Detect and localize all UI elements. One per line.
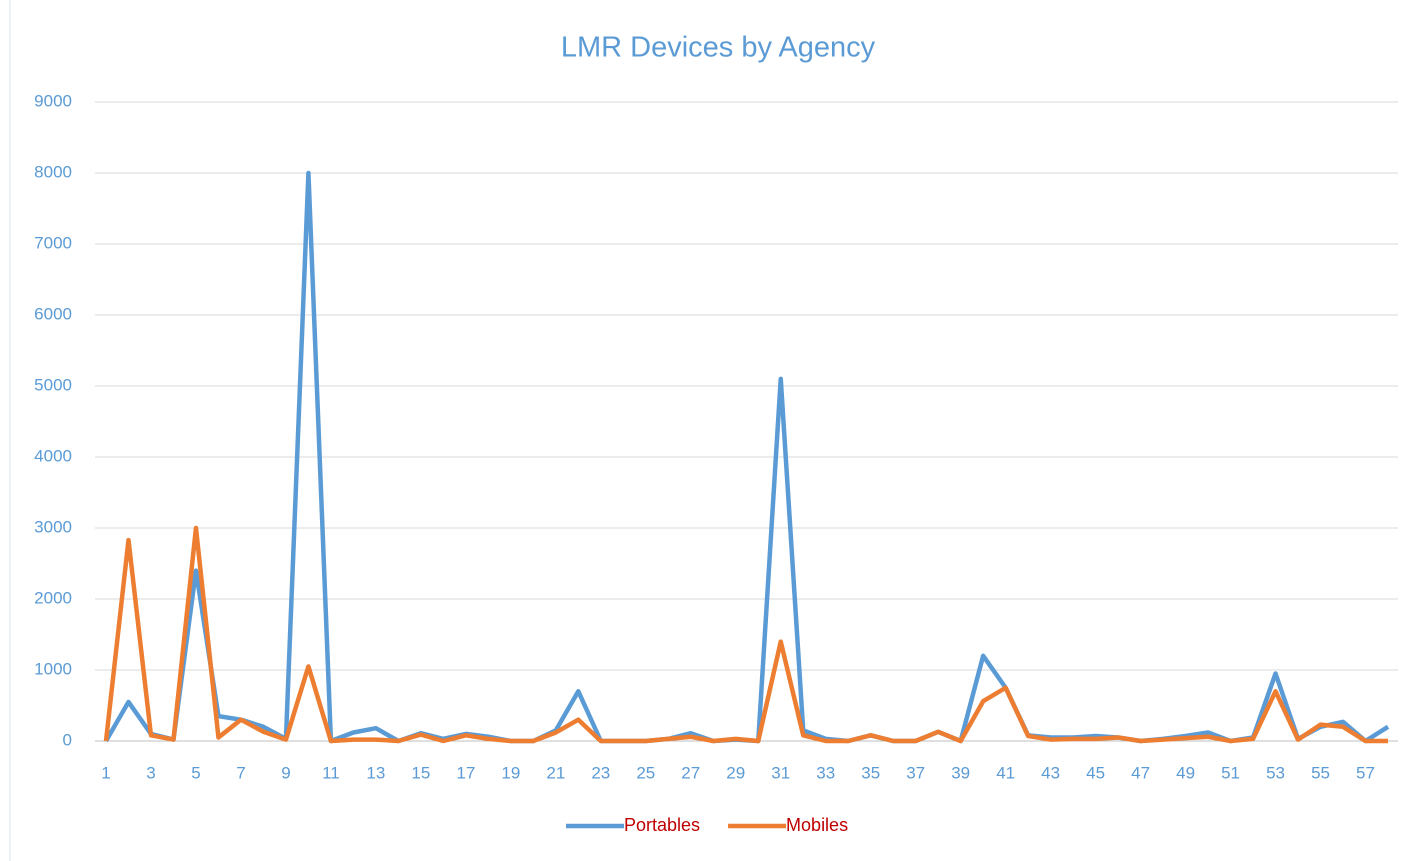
x-tick-label: 5 [191,763,200,782]
y-tick-label: 3000 [34,517,72,536]
x-tick-label: 31 [771,763,790,782]
x-tick-label: 9 [281,763,290,782]
y-tick-label: 9000 [34,91,72,110]
x-tick-label: 1 [101,763,110,782]
x-tick-label: 35 [861,763,880,782]
x-tick-label: 45 [1086,763,1105,782]
x-tick-label: 51 [1221,763,1240,782]
x-tick-label: 57 [1356,763,1375,782]
x-tick-label: 7 [236,763,245,782]
x-tick-label: 43 [1041,763,1060,782]
x-tick-label: 23 [591,763,610,782]
x-tick-label: 11 [322,763,340,782]
x-tick-label: 25 [636,763,655,782]
legend-label: Portables [624,815,700,835]
chart-title: LMR Devices by Agency [561,32,876,64]
x-tick-label: 27 [681,763,700,782]
y-tick-label: 6000 [34,304,72,323]
y-tick-label: 0 [63,730,72,749]
y-tick-label: 7000 [34,233,72,252]
x-tick-label: 21 [546,763,565,782]
x-tick-label: 53 [1266,763,1285,782]
series-line [103,525,1388,744]
x-tick-label: 49 [1176,763,1195,782]
legend-label: Mobiles [786,815,848,835]
y-tick-label: 5000 [34,375,72,394]
x-tick-label: 15 [411,763,430,782]
x-tick-label: 29 [726,763,745,782]
y-tick-label: 4000 [34,446,72,465]
y-tick-label: 2000 [34,588,72,607]
x-tick-label: 13 [366,763,385,782]
x-tick-label: 55 [1311,763,1330,782]
x-tick-label: 41 [996,763,1015,782]
x-tick-label: 3 [146,763,155,782]
x-tick-label: 33 [816,763,835,782]
y-tick-label: 8000 [34,162,72,181]
x-tick-label: 19 [501,763,520,782]
x-tick-label: 47 [1131,763,1150,782]
x-tick-label: 37 [906,763,925,782]
x-tick-label: 17 [456,763,475,782]
x-tick-label: 39 [951,763,970,782]
y-tick-label: 1000 [34,659,72,678]
